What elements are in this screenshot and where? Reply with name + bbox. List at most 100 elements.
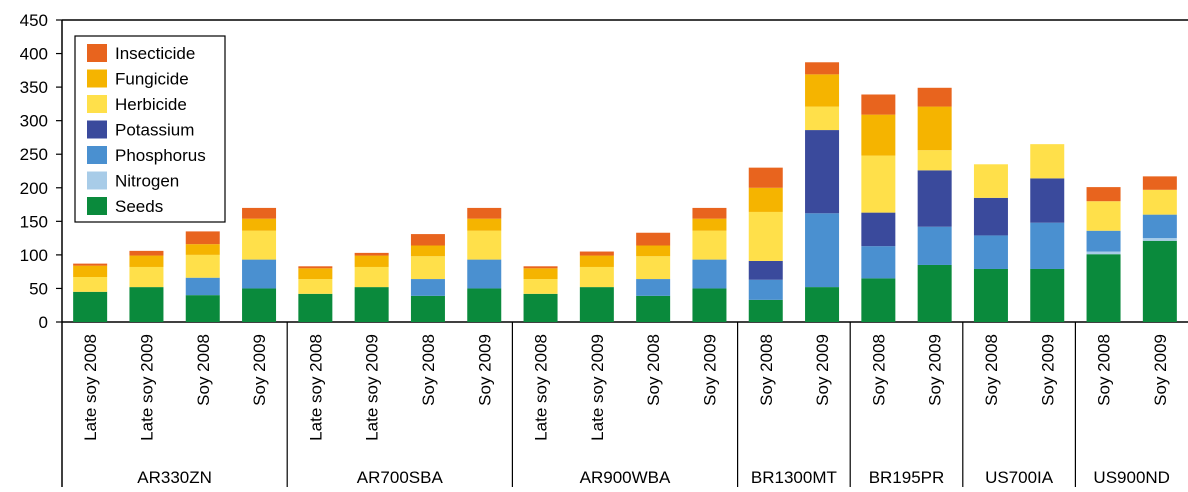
bar-segment-fungicide [410,245,445,257]
bar-segment-fungicide [354,255,389,267]
bar-segment-fungicide [692,218,727,231]
bar-segment-phosphorus [917,226,952,265]
bar-segment-herbicide [805,106,840,131]
bar-segment-herbicide [748,211,783,261]
category-label: Late soy 2009 [363,334,382,441]
y-tick-label: 350 [20,78,48,97]
legend-swatch-nitrogen [87,171,107,190]
bar-segment-insecticide [636,232,671,246]
bar-segment-herbicide [579,266,614,288]
y-tick-label: 0 [39,313,48,332]
bar-segment-seeds [467,288,502,322]
bar-segment-herbicide [1086,201,1121,231]
bar-segment-phosphorus [185,277,220,296]
category-label: Soy 2009 [1038,334,1057,406]
bar-segment-insecticide [805,62,840,75]
y-tick-label: 450 [20,11,48,30]
legend-swatch-herbicide [87,95,107,113]
legend-swatch-phosphorus [87,146,107,164]
bar-segment-insecticide [1142,176,1177,190]
legend-label: Fungicide [115,70,189,89]
y-tick-label: 250 [20,145,48,164]
bar-segment-herbicide [692,230,727,260]
group-label: BR195PR [869,468,945,487]
bar-segment-herbicide [129,266,164,288]
legend-label: Insecticide [115,44,195,63]
bar-segment-fungicide [579,255,614,267]
bar-segment-fungicide [748,187,783,212]
category-label: Late soy 2008 [532,334,551,441]
bar-segment-seeds [1142,240,1177,322]
bar-segment-seeds [636,295,671,322]
category-label: Soy 2009 [700,334,719,406]
bar-segment-potassium [805,130,840,214]
bar-segment-seeds [73,291,108,322]
bar-segment-herbicide [861,155,896,213]
y-tick-label: 50 [29,279,48,298]
bar-segment-seeds [579,287,614,322]
bar-segment-phosphorus [748,279,783,300]
bar-segment-seeds [410,295,445,322]
group-label: US700IA [985,468,1054,487]
bar-segment-seeds [1086,254,1121,322]
bar-segment-phosphorus [973,235,1008,269]
bar-segment-potassium [1030,178,1065,223]
bar-segment-nitrogen [1142,238,1177,241]
bar-segment-fungicide [242,218,277,231]
bar-segment-phosphorus [1142,214,1177,239]
bar-segment-insecticide [917,87,952,107]
bar-segment-fungicide [523,268,558,280]
bar-segment-phosphorus [636,279,671,296]
bar-segment-seeds [129,287,164,322]
bar-segment-fungicide [129,255,164,267]
bar-segment-fungicide [917,106,952,151]
bar-segment-herbicide [185,254,220,278]
bar-segment-potassium [973,197,1008,236]
y-tick-label: 300 [20,112,48,131]
bar-segment-herbicide [298,279,333,294]
bar-segment-seeds [185,295,220,322]
bar-segment-fungicide [861,114,896,156]
bar-segment-fungicide [298,268,333,280]
category-label: Soy 2008 [757,334,776,406]
bar-segment-herbicide [467,230,502,260]
category-label: Soy 2009 [1151,334,1170,406]
bar-segment-herbicide [73,277,108,292]
bar-segment-seeds [748,299,783,322]
category-label: Soy 2008 [419,334,438,406]
category-label: Soy 2008 [194,334,213,406]
bar-segment-seeds [1030,268,1065,322]
bar-segment-phosphorus [1086,230,1121,252]
category-label: Soy 2008 [644,334,663,406]
bar-segment-herbicide [1142,189,1177,215]
bar-segment-insecticide [73,263,108,266]
bar-segment-herbicide [523,279,558,294]
bar-segment-phosphorus [242,259,277,289]
bar-segment-nitrogen [1086,251,1121,255]
category-label: Soy 2008 [982,334,1001,406]
group-label: AR700SBA [357,468,444,487]
bar-segment-seeds [692,288,727,322]
legend-label: Herbicide [115,95,187,114]
bar-segment-herbicide [917,150,952,171]
category-label: Soy 2008 [1095,334,1114,406]
bar-segment-potassium [748,260,783,280]
bar-segment-phosphorus [467,259,502,289]
bar-segment-fungicide [805,74,840,107]
legend-label: Seeds [115,197,163,216]
legend-swatch-insecticide [87,44,107,62]
category-label: Soy 2009 [475,334,494,406]
bar-segment-seeds [298,293,333,322]
bar-segment-insecticide [748,167,783,188]
bar-segment-phosphorus [410,279,445,296]
group-label: US900ND [1093,468,1170,487]
bar-segment-fungicide [467,218,502,231]
bar-segment-fungicide [185,244,220,255]
group-label: BR1300MT [751,468,837,487]
bar-segment-seeds [861,278,896,322]
bar-segment-herbicide [973,164,1008,198]
bar-segment-insecticide [467,207,502,219]
bar-segment-phosphorus [805,213,840,288]
